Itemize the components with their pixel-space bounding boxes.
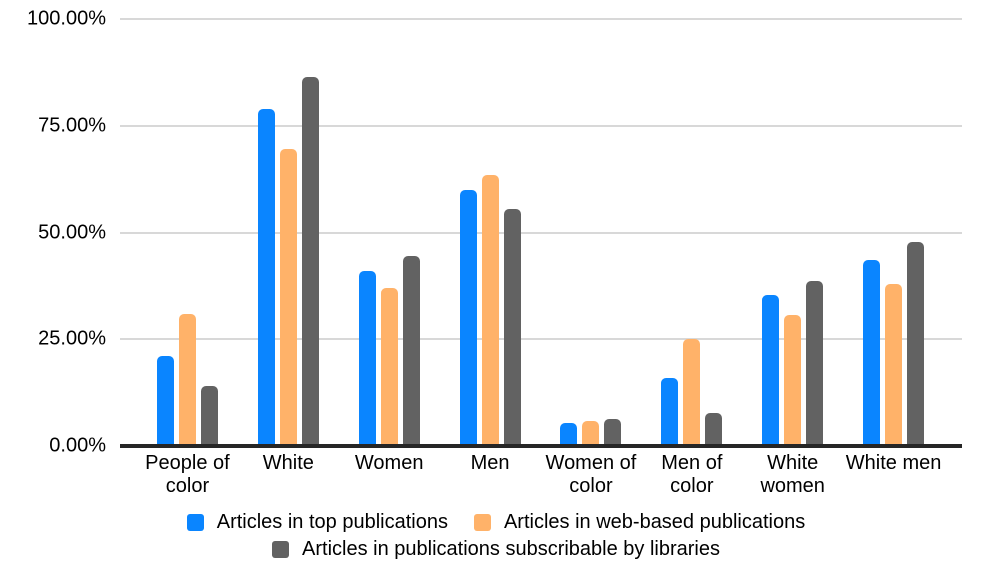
x-category-label: Men of color: [661, 452, 723, 497]
x-category-label: People of color: [145, 452, 230, 497]
gridline: [120, 124, 962, 127]
x-category-label: White women: [760, 452, 825, 497]
gridline: [120, 338, 962, 341]
bar: [459, 189, 477, 446]
y-tick-label: 0.00%: [49, 434, 106, 457]
bar-group: [641, 19, 742, 446]
bar: [380, 288, 398, 446]
y-tick-label: 50.00%: [38, 221, 106, 243]
legend-swatch: [473, 513, 491, 531]
bar: [604, 419, 622, 446]
bar: [257, 108, 275, 446]
bar: [907, 242, 925, 446]
bar: [358, 270, 376, 446]
legend-label: Articles in top publications: [216, 511, 448, 533]
legend-swatch: [272, 540, 290, 558]
bar-group: [541, 19, 642, 446]
bar: [178, 314, 196, 446]
gridline: [120, 231, 962, 234]
plot-area: [120, 18, 962, 448]
bar-group: [843, 19, 944, 446]
bar: [156, 356, 174, 446]
x-category-label: Men: [470, 452, 510, 474]
y-tick-label: 25.00%: [38, 327, 106, 350]
legend-item: Articles in web-based publications: [473, 510, 806, 534]
bar: [200, 386, 218, 446]
bar: [885, 283, 903, 446]
y-tick-label: 75.00%: [38, 114, 106, 137]
x-axis-line: [120, 444, 962, 448]
y-tick-label: 100.00%: [27, 7, 106, 30]
bar: [301, 76, 319, 446]
bar-group: [238, 19, 339, 446]
bar: [661, 377, 679, 446]
legend-label: Articles in publications subscribable by…: [302, 538, 720, 560]
legend-item: Articles in publications subscribable by…: [272, 537, 720, 561]
gridline: [120, 18, 962, 20]
bars-layer: [120, 19, 962, 446]
bar: [784, 315, 802, 446]
bar: [582, 421, 600, 446]
bar-group: [440, 19, 541, 446]
bar-group: [742, 19, 843, 446]
legend-label: Articles in web-based publications: [503, 511, 806, 533]
bar: [402, 256, 420, 446]
legend-item: Articles in top publications: [186, 510, 448, 534]
x-category-label: Women of color: [545, 452, 637, 497]
legend: Articles in top publications Articles in …: [116, 510, 876, 561]
x-axis: People of color White Women Men Women of col…: [137, 452, 944, 498]
bar: [560, 422, 578, 446]
bar: [683, 339, 701, 446]
bar: [705, 412, 723, 446]
bar: [481, 174, 499, 446]
bar: [863, 260, 881, 446]
x-category-label: Women: [354, 452, 424, 474]
x-category-label: White men: [845, 452, 942, 474]
x-category-label: White: [262, 452, 314, 474]
bar-group: [137, 19, 238, 446]
bar: [279, 149, 297, 446]
bar: [503, 209, 521, 446]
legend-swatch: [186, 513, 204, 531]
bar: [806, 281, 824, 446]
bar: [762, 295, 780, 446]
y-axis: 0.00% 25.00% 50.00% 75.00% 100.00%: [0, 8, 106, 457]
bar-group: [339, 19, 440, 446]
